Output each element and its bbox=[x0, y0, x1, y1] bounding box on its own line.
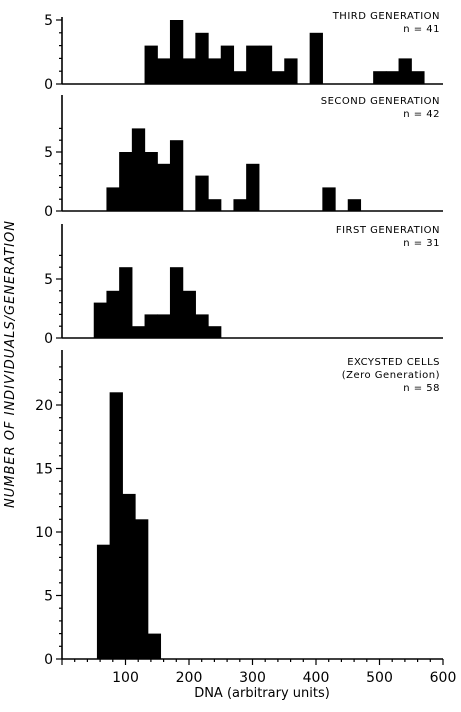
histogram-bar bbox=[157, 58, 171, 84]
histogram-bar bbox=[398, 58, 412, 84]
panel-n-label: n = 41 bbox=[403, 24, 440, 35]
histogram-bar bbox=[157, 163, 171, 211]
panel-subtitle: (Zero Generation) bbox=[342, 370, 440, 381]
panel-title: SECOND GENERATION bbox=[321, 96, 440, 107]
histogram-bar bbox=[135, 519, 149, 659]
histogram-bar bbox=[131, 326, 146, 338]
panel-0: 0 5 THIRD GENERATION n = 41 bbox=[44, 11, 443, 93]
panel-n-label: n = 58 bbox=[403, 383, 440, 394]
histogram-bar bbox=[93, 302, 108, 338]
histogram-bar bbox=[182, 58, 196, 84]
histogram-bar bbox=[233, 71, 247, 84]
histogram-bar bbox=[144, 314, 158, 338]
y-tick-label: 0 bbox=[44, 204, 53, 220]
histogram-bar bbox=[195, 32, 209, 84]
histogram-bar bbox=[246, 45, 260, 84]
x-tick-label: 200 bbox=[176, 670, 203, 686]
x-tick-label: 400 bbox=[303, 670, 330, 686]
x-tick-label: 600 bbox=[430, 670, 457, 686]
histogram-bar bbox=[119, 267, 133, 338]
y-tick-label: 20 bbox=[35, 398, 53, 414]
histogram-bar bbox=[220, 45, 235, 84]
histogram-bar bbox=[208, 326, 222, 338]
panel-n-label: n = 42 bbox=[403, 109, 440, 120]
histogram-bar bbox=[169, 20, 184, 84]
histogram-bar bbox=[322, 187, 336, 211]
histogram-bar bbox=[195, 314, 209, 338]
panel-1: 0 5 SECOND GENERATION n = 42 bbox=[44, 95, 443, 220]
histogram-bar bbox=[106, 187, 120, 211]
histogram-bar bbox=[271, 71, 285, 84]
x-tick-label: 300 bbox=[239, 670, 266, 686]
histogram-bar bbox=[373, 71, 387, 84]
histogram-bar bbox=[208, 199, 222, 211]
x-tick-label: 500 bbox=[366, 670, 393, 686]
y-axis-title: NUMBER OF INDIVIDUALS/GENERATION bbox=[3, 220, 18, 508]
histogram-bar bbox=[309, 32, 323, 84]
histogram-bar bbox=[195, 175, 209, 211]
y-tick-label: 15 bbox=[35, 462, 53, 478]
histogram-bar bbox=[144, 152, 158, 211]
histogram-bar bbox=[106, 290, 120, 338]
y-tick-label: 5 bbox=[44, 589, 53, 605]
histogram-bar bbox=[233, 199, 247, 211]
panels-group: 0 5 THIRD GENERATION n = 41 0 5 SECOND GENERAT… bbox=[35, 11, 443, 668]
y-tick-label: 0 bbox=[44, 652, 53, 668]
panel-2: 0 5 FIRST GENERATION n = 31 bbox=[44, 224, 443, 347]
x-tick-label: 100 bbox=[112, 670, 139, 686]
panel-title: FIRST GENERATION bbox=[336, 225, 440, 236]
histogram-bar bbox=[122, 493, 136, 659]
histogram-bar bbox=[208, 58, 222, 84]
y-tick-label: 10 bbox=[35, 525, 53, 541]
histogram-bar bbox=[182, 290, 196, 338]
histogram-bar bbox=[119, 152, 133, 211]
histogram-bar bbox=[258, 45, 273, 84]
y-tick-label: 5 bbox=[44, 13, 53, 29]
x-axis: 100 200 300 400 500 600 bbox=[61, 659, 457, 686]
histogram-bar bbox=[169, 140, 184, 211]
histogram-bar bbox=[347, 199, 362, 211]
panel-title: THIRD GENERATION bbox=[332, 11, 440, 22]
histogram-bar bbox=[246, 163, 260, 211]
histogram-bar bbox=[284, 58, 298, 84]
y-tick-label: 0 bbox=[44, 331, 53, 347]
panel-title: EXCYSTED CELLS bbox=[347, 357, 440, 368]
y-tick-label: 5 bbox=[44, 145, 53, 161]
histogram-bar bbox=[144, 45, 158, 84]
histogram-bar bbox=[131, 128, 146, 211]
histogram-bar bbox=[109, 392, 123, 659]
histogram-bar bbox=[385, 71, 400, 84]
histogram-bar bbox=[157, 314, 171, 338]
histogram-bar bbox=[96, 544, 111, 659]
panel-3: 0 5 10 15 20 EXCYSTED CELLS (Zero Generation) n… bbox=[35, 350, 443, 668]
histogram-bar bbox=[169, 267, 184, 338]
y-tick-label: 5 bbox=[44, 272, 53, 288]
panel-n-label: n = 31 bbox=[403, 238, 440, 249]
histogram-bar bbox=[411, 71, 425, 84]
x-axis-title: DNA (arbitrary units) bbox=[194, 686, 330, 701]
histogram-bar bbox=[147, 633, 162, 659]
y-tick-label: 0 bbox=[44, 77, 53, 93]
